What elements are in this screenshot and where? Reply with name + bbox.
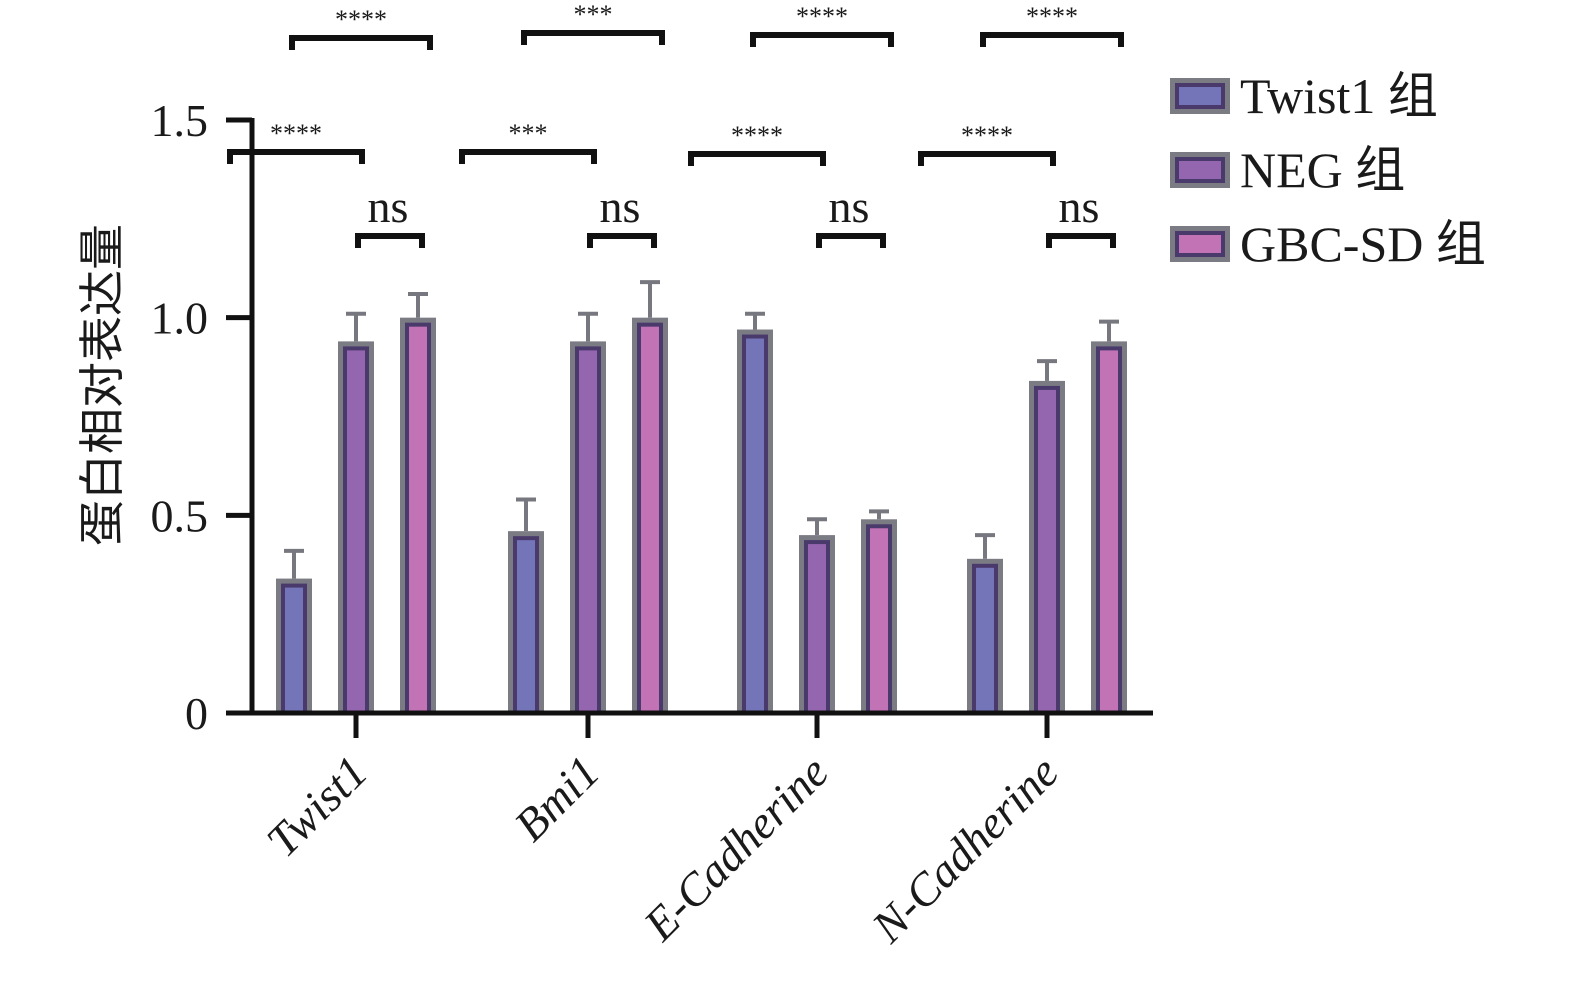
significance-bracket: ns [1046, 181, 1116, 248]
y-tick-label: 1.5 [151, 95, 209, 146]
bar-group [276, 291, 436, 713]
bracket-line [816, 233, 886, 248]
legend-item: Twist1 组 [1170, 68, 1438, 124]
significance-label-ns: ns [1059, 181, 1100, 232]
significance-brackets: **** **** ns *** *** ns **** **** ns **** **** ns [227, 0, 1124, 248]
y-tick-label: 0.5 [151, 490, 209, 541]
bar-fill [870, 528, 888, 713]
y-ticks: 0 0.5 1.0 1.5 [151, 95, 252, 739]
bracket-line [750, 32, 894, 47]
significance-bracket: **** [688, 121, 826, 166]
significance-bracket: **** [750, 2, 894, 47]
x-tick-label: E-Cadherine [633, 746, 838, 951]
legend-swatch-fill [1179, 87, 1221, 105]
significance-label-stars: *** [509, 119, 548, 148]
significance-label-stars: **** [335, 5, 387, 34]
x-tick-label: Bmi1 [504, 746, 609, 851]
bar-fill [517, 540, 535, 713]
bracket-line [459, 149, 597, 164]
x-tick-label: N-Cadherine [861, 746, 1068, 953]
bar-fill [285, 587, 303, 713]
significance-label-ns: ns [829, 181, 870, 232]
y-tick-label: 0 [185, 688, 208, 739]
bar-fill [808, 544, 826, 713]
bar-fill [1038, 389, 1056, 713]
bracket-line [918, 151, 1056, 166]
legend-swatch-fill [1179, 161, 1221, 179]
bracket-line [980, 32, 1124, 47]
y-axis-title: 蛋白相对表达量 [77, 224, 128, 546]
bar-group [967, 319, 1127, 713]
significance-bracket: *** [459, 119, 597, 164]
x-tick-label: Twist1 [257, 746, 377, 866]
significance-label-stars: *** [574, 0, 613, 29]
bar-fill [579, 350, 597, 713]
bracket-line [587, 233, 657, 248]
bar-fill [641, 326, 659, 713]
significance-label-stars: **** [731, 121, 783, 150]
legend-label: Twist1 组 [1240, 68, 1438, 124]
axes-layer [226, 118, 1153, 716]
bar-fill [409, 326, 427, 713]
bar-fill [746, 338, 764, 713]
bar-fill [347, 350, 365, 713]
significance-bracket: ns [816, 181, 886, 248]
legend: Twist1 组 NEG 组 GBC-SD 组 [1170, 68, 1486, 272]
significance-label-stars: **** [1026, 2, 1078, 31]
bar-group [737, 311, 897, 713]
bar-fill [1100, 350, 1118, 713]
bracket-line [521, 30, 665, 45]
bracket-line [289, 35, 433, 50]
bracket-line [355, 233, 425, 248]
significance-label-stars: **** [961, 121, 1013, 150]
significance-label-stars: **** [796, 2, 848, 31]
significance-label-stars: **** [270, 119, 322, 148]
significance-label-ns: ns [600, 181, 641, 232]
legend-swatch-fill [1179, 235, 1221, 253]
significance-bracket: ns [355, 181, 425, 248]
legend-item: GBC-SD 组 [1170, 216, 1486, 272]
significance-bracket: ns [587, 181, 657, 248]
bars-layer [276, 280, 1127, 713]
bracket-line [688, 151, 826, 166]
bracket-line [227, 149, 365, 164]
y-tick-label: 1.0 [151, 293, 209, 344]
significance-bracket: *** [521, 0, 665, 45]
legend-label: NEG 组 [1240, 142, 1405, 198]
x-ticks: Twist1 Bmi1 E-Cadherine N-Cadherine [257, 713, 1068, 953]
bar-fill [976, 567, 994, 713]
significance-bracket: **** [227, 119, 365, 164]
bar-group [508, 280, 668, 713]
significance-bracket: **** [918, 121, 1056, 166]
legend-label: GBC-SD 组 [1240, 216, 1486, 272]
significance-bracket: **** [289, 5, 433, 50]
significance-bracket: **** [980, 2, 1124, 47]
bracket-line [1046, 233, 1116, 248]
significance-label-ns: ns [368, 181, 409, 232]
legend-item: NEG 组 [1170, 142, 1405, 198]
